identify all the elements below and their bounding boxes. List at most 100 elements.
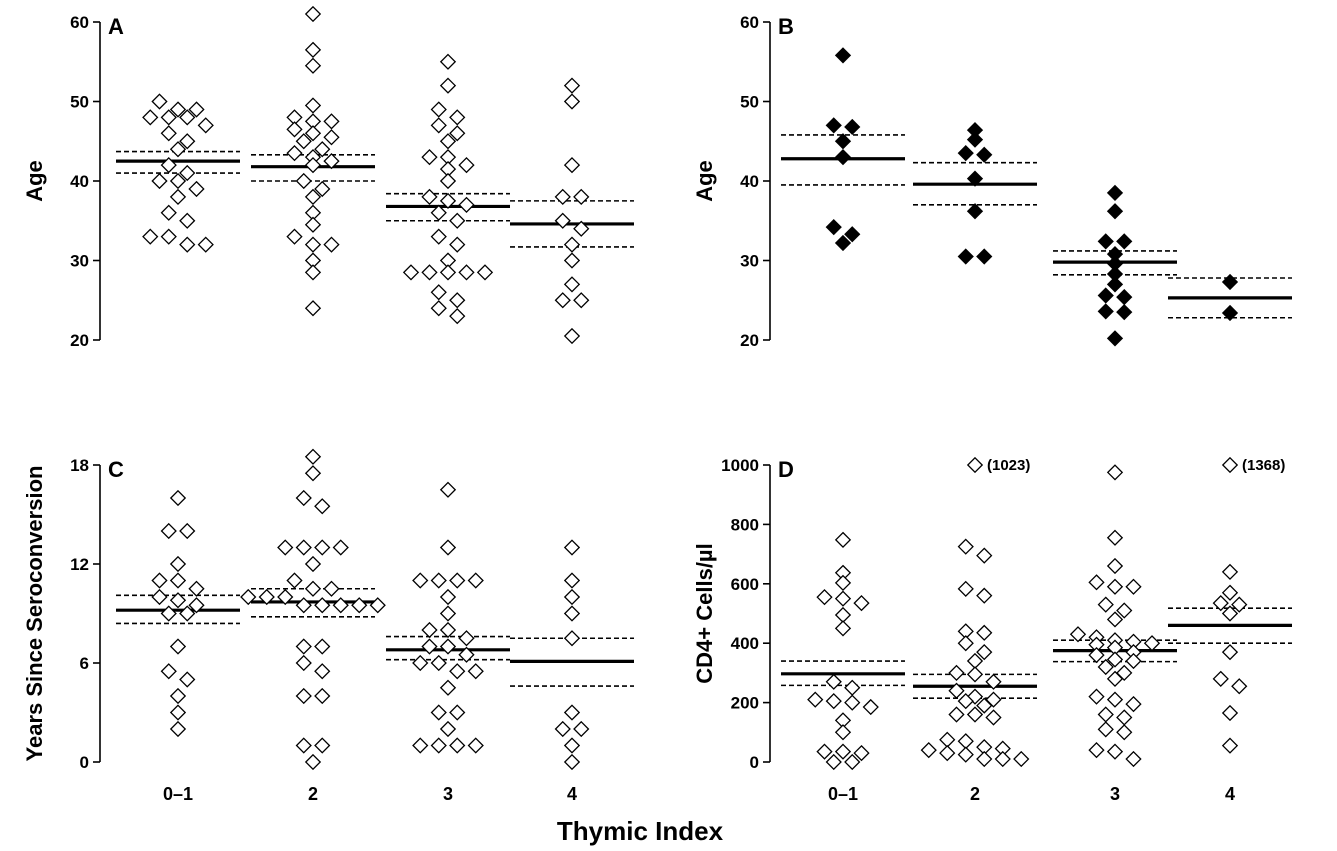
panel-d-data-point [948,664,965,682]
panel-c-data-point [314,597,331,614]
panel-c-data-point [304,465,322,482]
panel-c-data-point [458,630,475,647]
panel-a-data-point [169,188,187,206]
panel-c-data-point [449,704,466,721]
panel-b-data-point [976,248,993,265]
panel-d-data-point [994,750,1011,768]
panel-c-data-point [563,539,581,556]
panel-c-data-point [179,671,196,688]
panel-d-data-point [853,594,870,612]
panel-c-data-point [295,539,312,556]
panel-d-data-point [1212,670,1229,687]
panel-d-data-point [1231,596,1248,613]
panel-a-data-point [554,188,571,206]
panel-a-data-point [188,180,205,198]
panel-d-data-point [966,666,984,683]
panel-a-data-point [458,264,475,281]
panel-a-data-point [304,300,322,317]
panel-a-y-tick-label: 50 [70,93,89,112]
panel-a-data-point [169,141,187,158]
panel-c-data-point [439,605,457,622]
panel-c-data-point [286,572,303,589]
panel-b-data-point [1097,303,1114,320]
panel-a-data-point [323,113,340,130]
panel-a-data-point [573,188,590,206]
panel-a-data-point [304,125,322,142]
panel-d-category-label-3: 3 [1110,784,1120,804]
panel-b-data-point [825,218,842,236]
panel-d-data-point [834,574,852,592]
shared-x-axis-title: Thymic Index [557,816,724,846]
panel-b-data-point [1106,276,1124,293]
panel-a-data-point [439,53,457,70]
panel-c-data-point [240,588,257,606]
panel-d-data-point [957,733,974,750]
panel-c-data-point [295,687,312,705]
panel-c-data-point [169,638,187,655]
panel-c-data-point [314,687,331,705]
panel-a-data-point [430,284,447,301]
panel-a-data-point [188,101,205,118]
panel-b-y-tick-label: 20 [740,331,759,350]
panel-c-data-point [439,621,457,639]
panel-a-data-point [430,204,447,221]
panel-c-data-point [314,539,331,556]
panel-d-data-point [834,590,852,607]
panel-c-data-point [563,572,581,589]
panel-d-data-point [1221,456,1239,474]
panel-c-data-point [295,597,312,614]
panel-d-data-point [976,643,993,661]
panel-b-data-point [834,47,852,64]
panel-a-data-point [323,129,340,146]
panel-d-data-point [976,750,993,768]
panel-c-data-point [439,638,457,655]
panel-a-data-point [573,220,590,237]
panel-c-data-point [151,572,168,589]
panel-a-data-point [554,212,571,229]
panel-c-data-point [449,572,466,589]
panel-d-data-point [976,697,993,714]
panel-a-data-point [179,133,196,150]
panel-b-data-point [834,133,852,150]
panel-a-data-point [304,264,322,281]
panel-d-data-point [1125,578,1142,595]
panel-a-data-point [439,77,457,94]
panel-d-data-point [957,635,974,652]
panel-a-y-tick-label: 20 [70,331,89,350]
panel-b-data-point [825,117,842,134]
panel-c-data-point [439,720,457,738]
panel-d-data-point [1106,611,1124,628]
panel-a-data-point [421,149,438,166]
panel-c-data-point [277,588,294,606]
panel-c-y-tick-label: 6 [80,654,89,673]
panel-b-data-point [966,203,984,220]
panel-b-data-point [957,248,974,265]
panel-d-data-point [1106,743,1124,760]
panel-d-data-point [816,743,833,760]
panel-d-data-point [985,709,1002,726]
panel-c-data-point [169,704,187,721]
panel-d-data-point [1088,574,1105,591]
panel-c-data-point [563,737,581,754]
panel-d-y-tick-label: 600 [731,575,759,594]
panel-a-y-tick-label: 30 [70,252,89,271]
panel-c-data-point [151,588,168,606]
panel-d-data-point [1116,709,1133,726]
panel-c-data-point [430,654,447,672]
panel-d-y-tick-label: 0 [750,753,759,772]
panel-d-data-point [957,692,974,710]
panel-c-data-point [258,588,275,606]
panel-c-data-point [458,646,475,663]
panel-d-data-point [1106,464,1124,481]
panel-d-data-point [1097,706,1114,723]
panel-d-data-point [948,682,965,699]
panel-d-data-point [1221,737,1239,754]
panel-b-letter: B [778,14,794,39]
panel-d-data-point [825,673,842,690]
panel-c-data-point [169,687,187,705]
panel-a-data-point [160,156,177,174]
panel-d-data-point [976,587,993,604]
panel-a-data-point [304,216,322,233]
panel-c-data-point [179,605,196,622]
panel-c-data-point [467,572,484,589]
